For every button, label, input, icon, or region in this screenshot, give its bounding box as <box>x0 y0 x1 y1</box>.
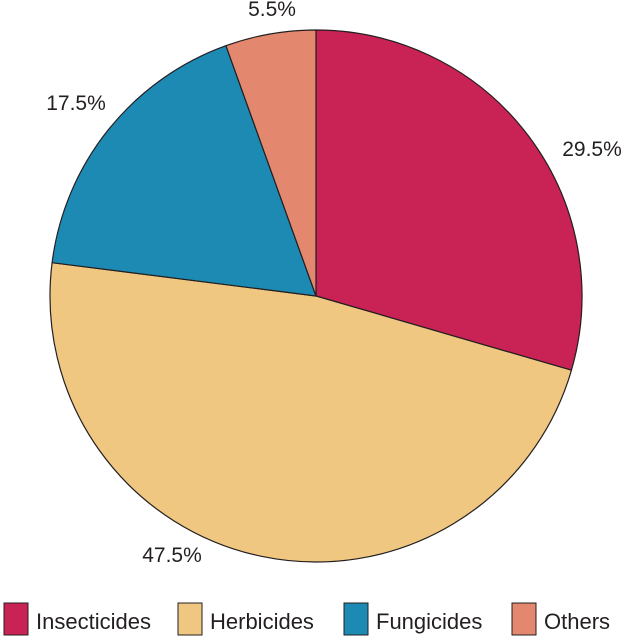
legend-label-insecticides: Insecticides <box>36 609 151 634</box>
slice-label-herbicides: 47.5% <box>142 544 202 567</box>
slice-label-insecticides: 29.5% <box>562 138 622 161</box>
legend-label-others: Others <box>544 609 610 634</box>
slice-label-fungicides: 17.5% <box>46 92 106 115</box>
legend-swatch-insecticides <box>3 602 29 636</box>
legend-label-herbicides: Herbicides <box>210 609 314 634</box>
pie-slice-herbicides <box>49 262 573 563</box>
legend-label-fungicides: Fungicides <box>376 609 482 634</box>
legend: Insecticides Herbicides Fungicides Others <box>3 602 610 636</box>
legend-swatch-fungicides <box>343 602 369 636</box>
pie-slice-others <box>225 29 317 297</box>
pie-slices <box>49 29 583 563</box>
pie-slice-fungicides <box>51 45 317 297</box>
legend-swatch-herbicides <box>177 602 203 636</box>
legend-swatch-others <box>511 602 537 636</box>
slice-label-others: 5.5% <box>248 0 296 21</box>
slice-labels: 29.5% 47.5% 17.5% 5.5% <box>46 0 622 567</box>
pie-slice-insecticides <box>315 29 583 371</box>
